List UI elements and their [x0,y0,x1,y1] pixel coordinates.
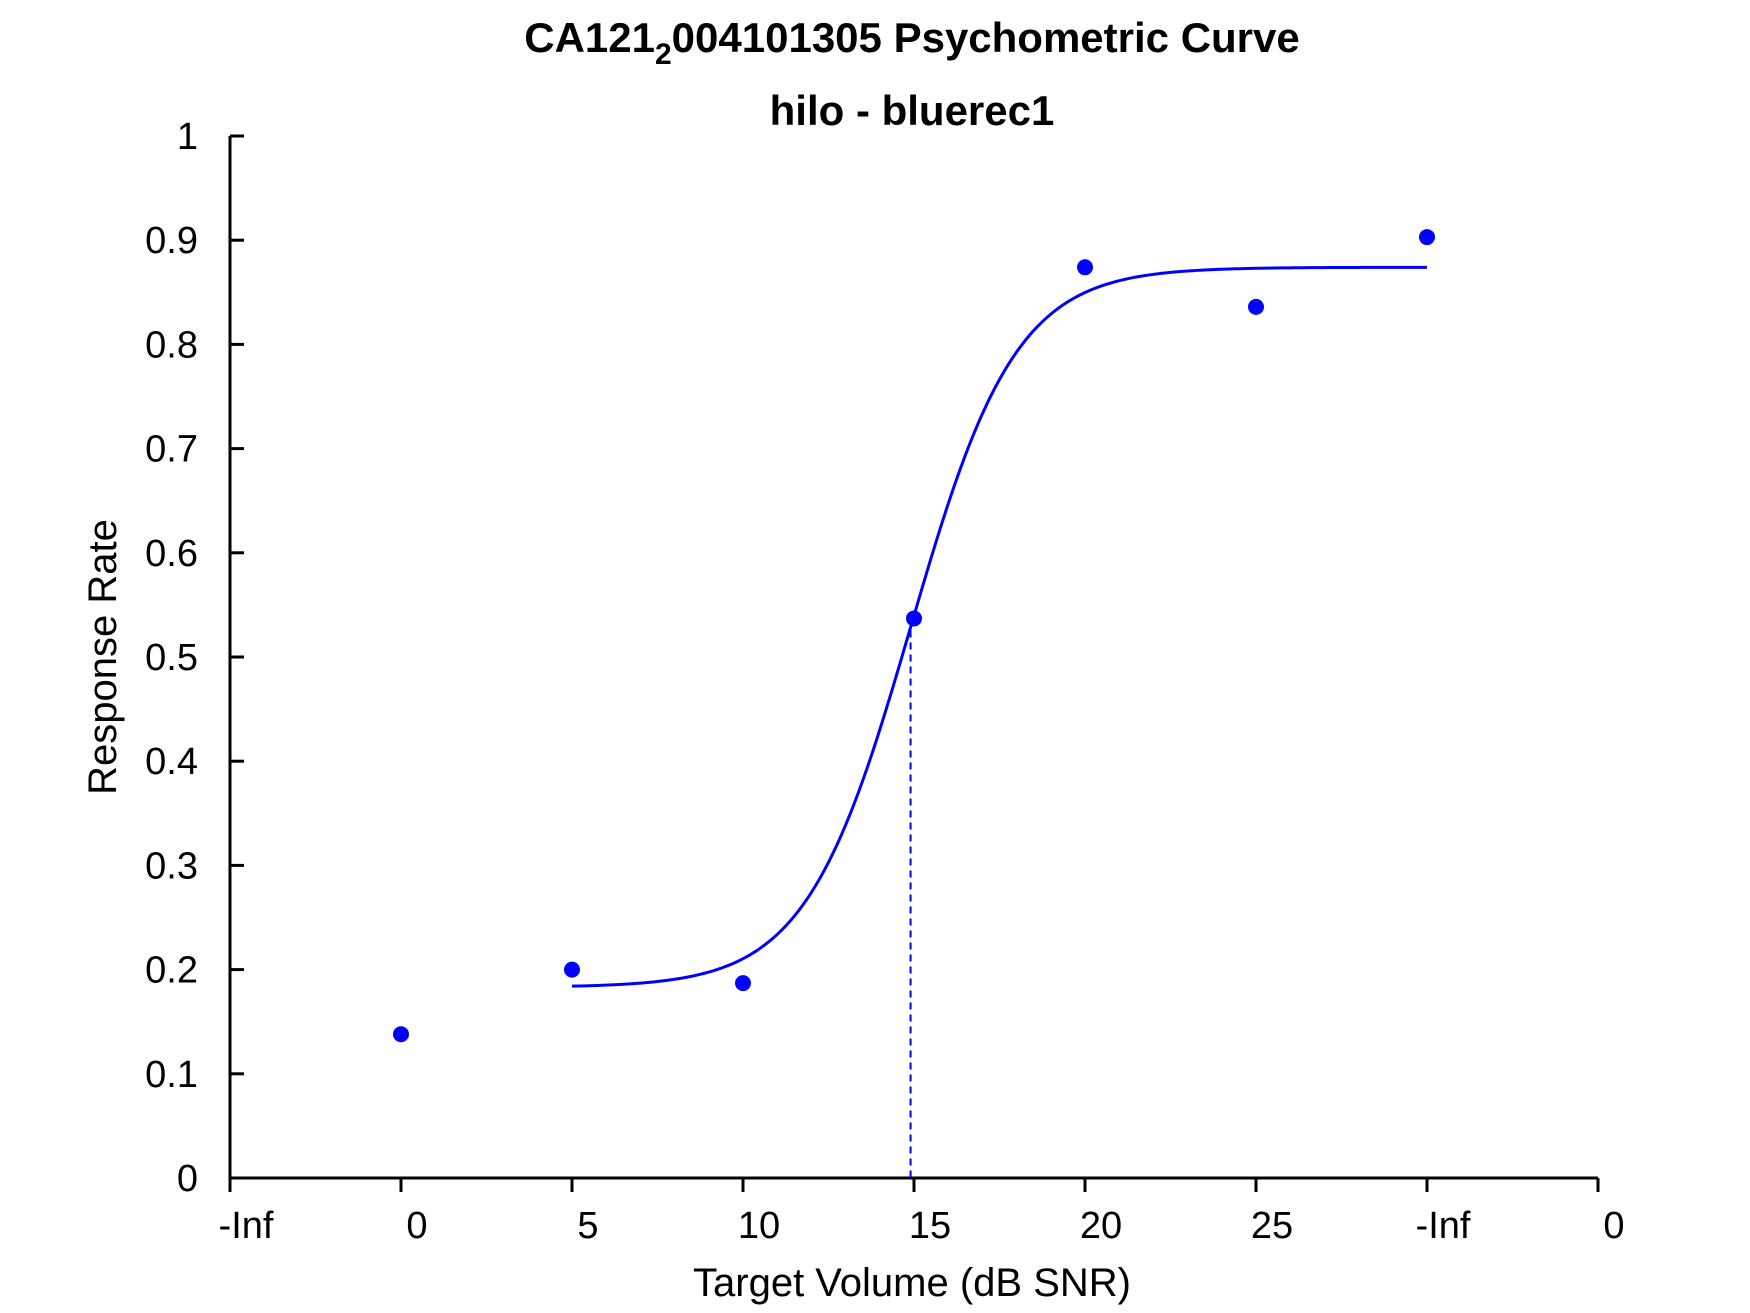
chart-subtitle: hilo - bluerec1 [770,87,1055,134]
y-tick-label: 1 [177,116,198,158]
data-point [564,961,580,978]
title-rest: 004101305 Psychometric Curve [672,14,1300,61]
y-tick-label: 0.7 [145,429,198,471]
data-point [735,975,751,992]
y-tick-label: 0.9 [145,220,198,262]
x-ticks: -Inf 0 5 10 15 20 25 -Inf 0 [219,1178,1625,1247]
y-tick-label: 0.8 [145,324,198,366]
x-tick-label: 0 [1603,1205,1624,1247]
fit-curve [571,265,1427,988]
y-tick-label: 0.2 [145,950,198,992]
x-tick-label: 15 [909,1205,951,1247]
x-tick-label: 5 [577,1205,598,1247]
y-tick-label: 0.4 [145,741,198,783]
y-tick-label: 0.1 [145,1054,198,1096]
title-main: CA121 [524,14,655,61]
data-point [1077,259,1093,276]
x-tick-label: 0 [406,1205,427,1247]
x-tick-label: 10 [738,1205,780,1247]
data-point [1248,298,1264,315]
data-point [393,1026,409,1043]
y-ticks: 0 0.1 0.2 0.3 0.4 0.5 0.6 0.7 0.8 0.9 1 [145,116,244,1200]
data-points [393,229,1435,1043]
x-axis-label: Target Volume (dB SNR) [693,1261,1131,1305]
x-tick-label: -Inf [1416,1205,1471,1247]
y-tick-label: 0.3 [145,845,198,887]
y-tick-label: 0.5 [145,637,198,679]
x-tick-label: 20 [1080,1205,1122,1247]
data-point [1419,229,1435,246]
y-axis-label: Response Rate [81,519,125,795]
x-tick-label: 25 [1251,1205,1293,1247]
y-tick-label: 0 [177,1158,198,1200]
title-subscript: 2 [655,38,672,71]
chart-title: CA1212004101305 Psychometric Curve [524,14,1300,71]
data-point [906,610,922,627]
x-tick-label: -Inf [219,1205,274,1247]
y-tick-label: 0.6 [145,533,198,575]
